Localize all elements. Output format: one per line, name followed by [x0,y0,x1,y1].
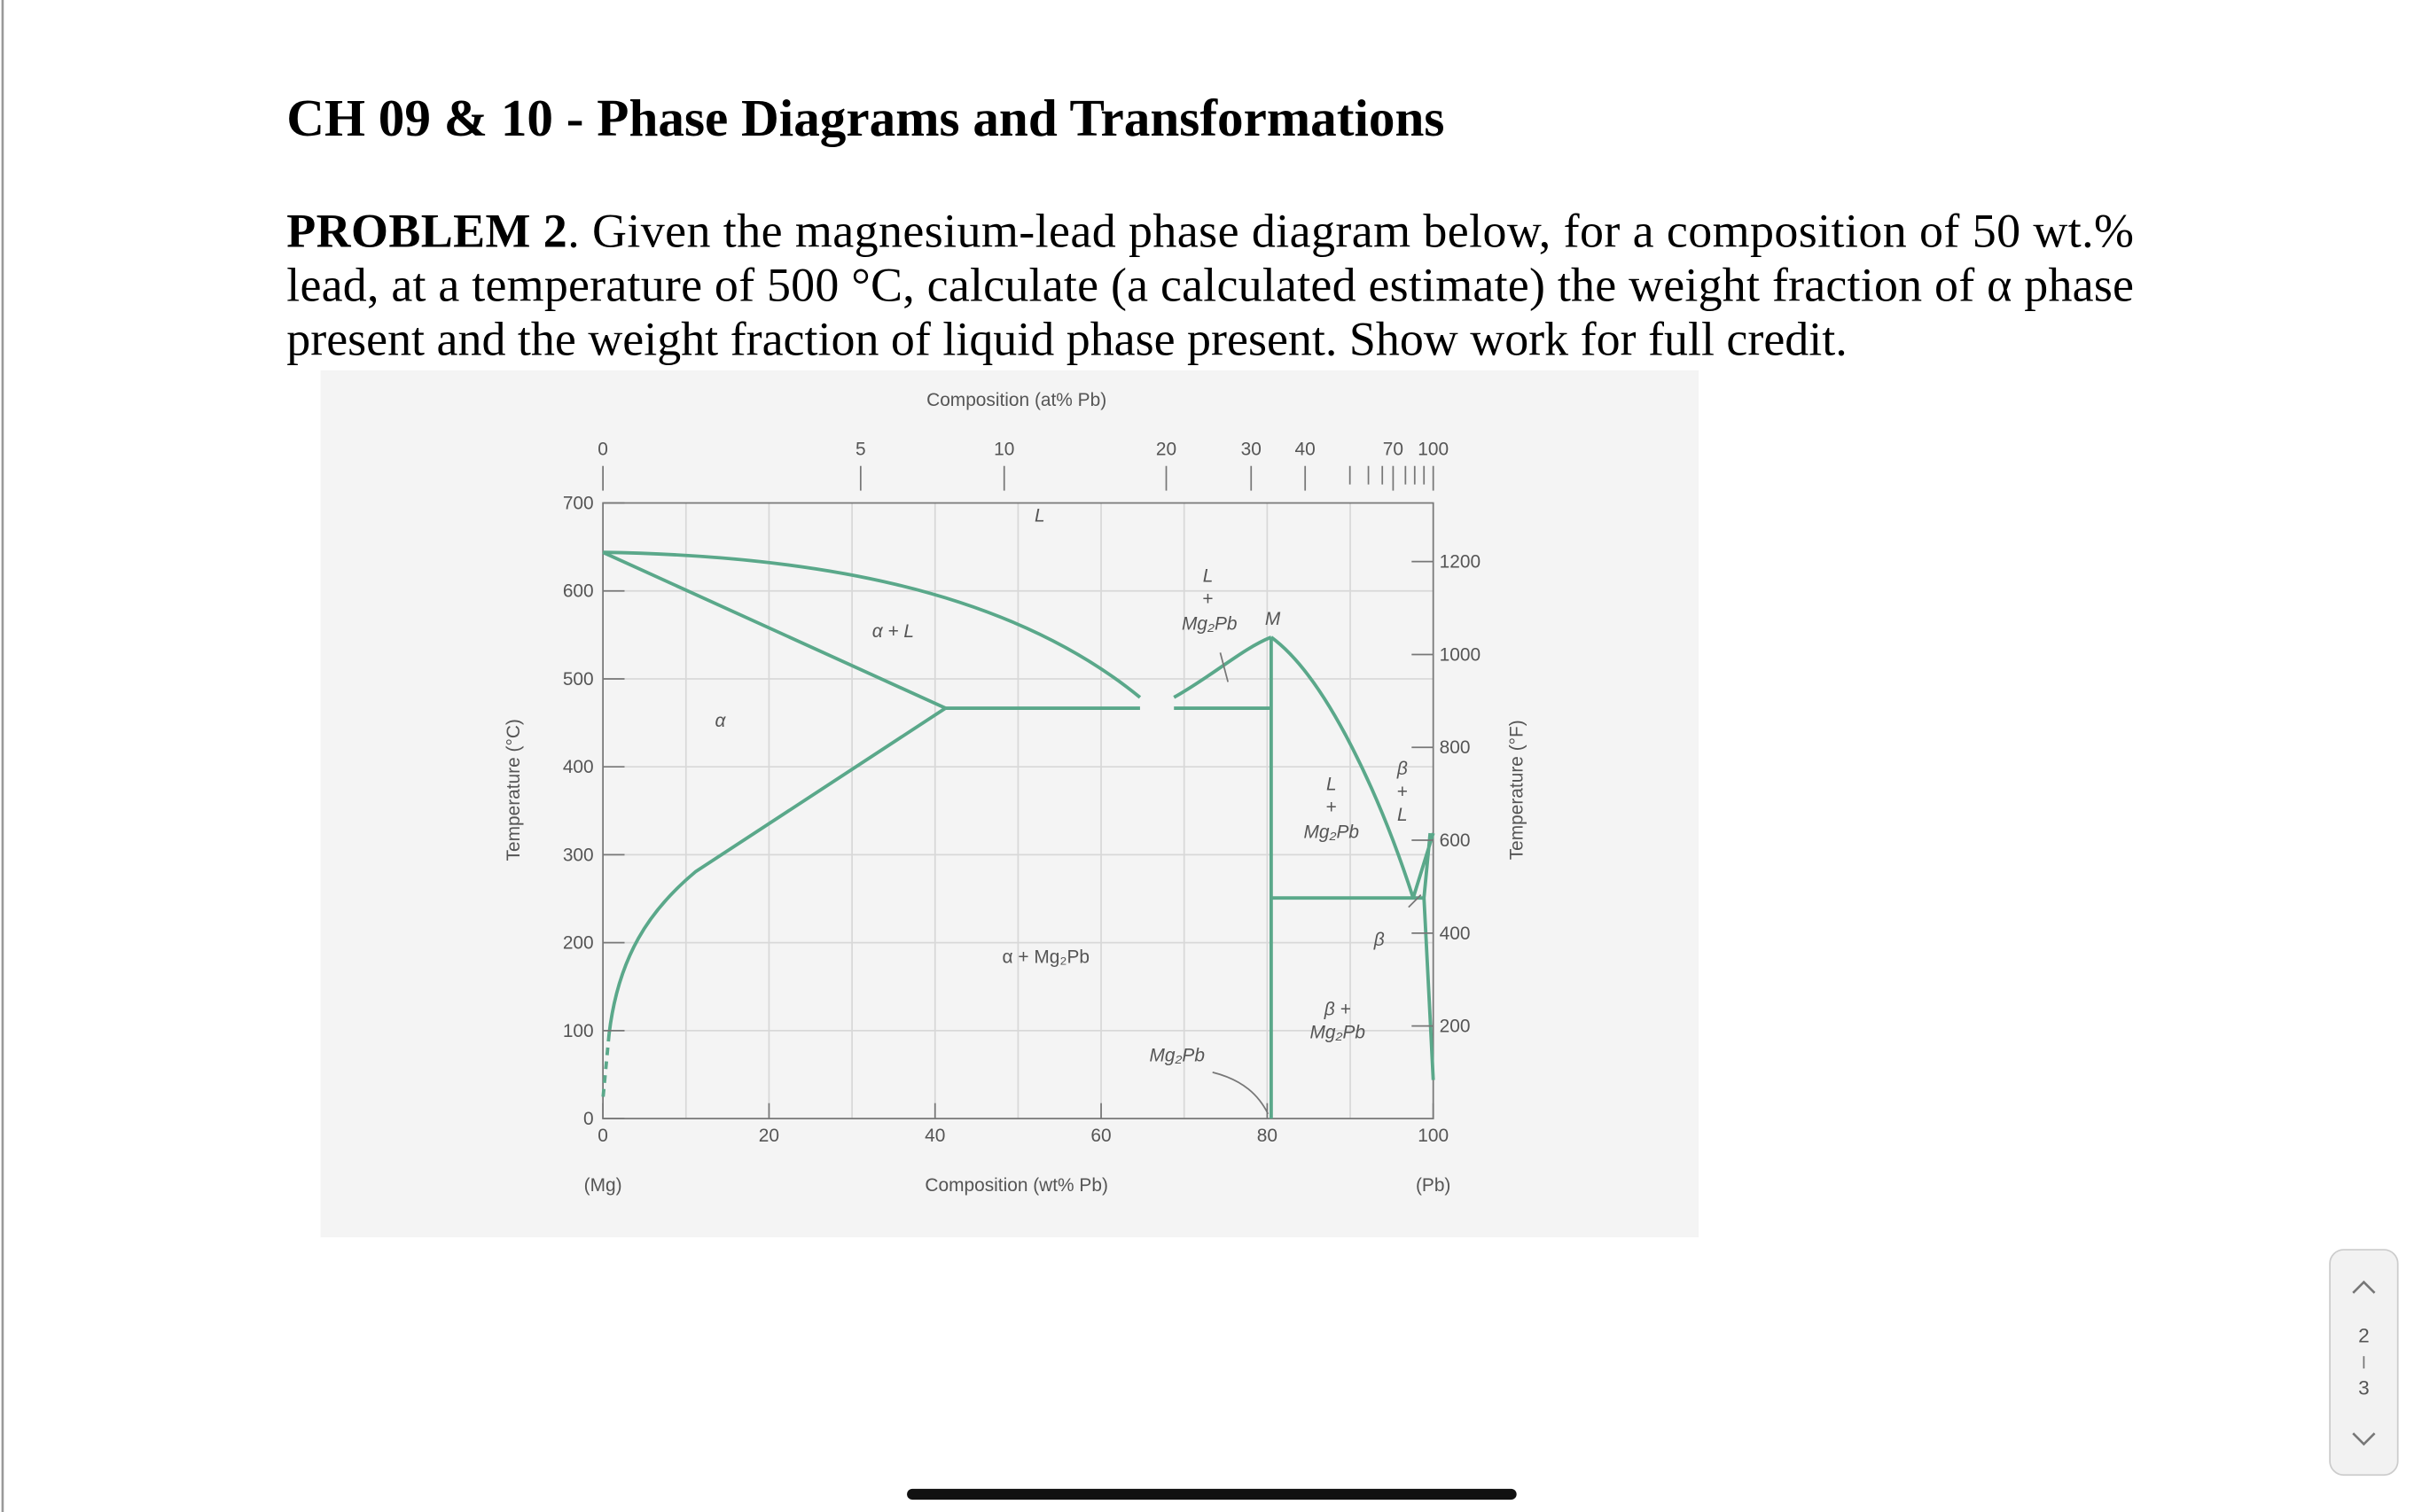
pointer [1212,652,1422,1115]
region-label: M [1265,609,1281,629]
bottom-tick-label: 20 [759,1126,779,1146]
solidus [602,550,947,710]
left-tick-label: 100 [563,1021,594,1041]
bottom-tick-label: 40 [925,1126,945,1146]
left-tick-label: 300 [563,845,594,865]
plot-frame [602,502,1434,1119]
right-tick-label: 1000 [1440,644,1481,665]
top-tick-label: 70 [1383,440,1403,460]
page-down[interactable] [2352,1432,2376,1446]
left-tick-label: 700 [563,493,594,513]
solvus-dashed [601,1033,611,1099]
liquidus [1173,635,1272,699]
region-label: Mg₂Pb [1182,613,1238,634]
region-label: β [1396,759,1408,779]
end-label: (Mg) [584,1175,622,1196]
region-label: + [1202,588,1213,609]
problem-line: present and the weight fraction of liqui… [286,312,1847,365]
right-tick-label: 1200 [1440,552,1481,573]
right-tick-label: 200 [1440,1017,1471,1037]
region-label: β [1373,930,1385,950]
region-label: + [1326,797,1337,817]
liquidus [603,550,1142,699]
top-axis-title: Composition (at% Pb) [926,390,1106,410]
right-tick-label: 600 [1440,830,1471,851]
region-label: Mg₂Pb [1149,1046,1205,1066]
top-tick-label: 30 [1241,440,1262,460]
region-label: β + [1324,999,1351,1019]
region-label: α [715,711,726,731]
end-label: (Pb) [1416,1175,1450,1196]
bottom-axis-title: Composition (wt% Pb) [925,1175,1108,1196]
region-label: L [1326,774,1337,794]
left-axis-title: Temperature (°C) [504,719,524,861]
title: CH 09 & 10 - Phase Diagrams and Transfor… [286,89,1444,147]
top-tick-label: 40 [1295,440,1316,460]
figure-background [320,370,1699,1238]
top-tick-label: 100 [1418,440,1449,460]
top-tick-label: 10 [994,440,1014,460]
top-tick-label: 5 [856,440,866,460]
beta-boundary [1411,832,1435,1080]
left-tick-label: 500 [563,669,594,690]
current-page: 2 [2358,1325,2370,1347]
bottom-tick-label: 60 [1090,1126,1111,1146]
region-label: Mg₂Pb [1304,822,1360,842]
home-indicator[interactable] [907,1488,1517,1500]
problem-label: PROBLEM 2 [286,205,567,258]
right-tick-label: 400 [1440,924,1471,944]
bottom-tick-label: 100 [1418,1126,1449,1146]
region-label: + [1397,782,1408,802]
problem-text: . Given the magnesium-lead phase diagram… [567,205,2134,258]
region-label: α + Mg₂Pb [1002,947,1090,967]
right-tick-label: 800 [1440,737,1471,758]
liquidus-right [1270,635,1415,899]
left-tick-label: 600 [563,581,594,602]
left-tick-label: 0 [583,1109,594,1129]
problem-line: lead, at a temperature of 500 °C, calcul… [286,258,2134,311]
region-label: Mg₂Pb [1309,1023,1365,1043]
problem-line: PROBLEM 2. Given the magnesium-lead phas… [286,205,2134,258]
phase-lines [601,550,1435,1119]
region-label: L [1203,565,1214,586]
total-pages: 3 [2358,1377,2370,1399]
phase-diagram: Composition (at% Pb) Composition (wt% Pb… [320,370,1699,1238]
left-tick-label: 400 [563,757,594,777]
page-up[interactable] [2352,1280,2376,1294]
solvus [607,706,947,1034]
left-tick-label: 200 [563,933,594,954]
bottom-tick-label: 0 [598,1126,608,1146]
right-axis-title: Temperature (°F) [1507,720,1527,860]
top-tick-label: 20 [1156,440,1176,460]
top-tick-label: 0 [598,440,608,460]
region-label: α + L [872,621,914,642]
bottom-tick-label: 80 [1257,1126,1277,1146]
region-label: L [1035,505,1045,526]
region-label: L [1397,805,1408,825]
